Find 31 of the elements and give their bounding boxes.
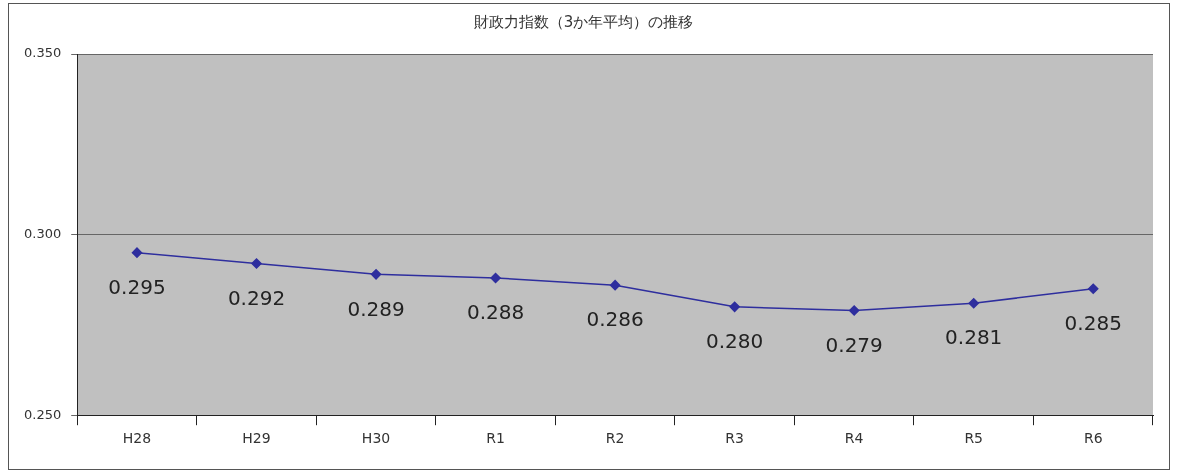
x-tick-label: H29	[242, 430, 271, 447]
y-tick-label: 0.300	[24, 225, 62, 241]
point	[968, 297, 979, 309]
x-tick-label: R2	[605, 430, 625, 447]
point	[131, 247, 143, 258]
x-tick-label: R3	[725, 430, 744, 447]
point	[729, 301, 740, 313]
x-tick-label: H28	[122, 430, 152, 447]
data-label: 0.289	[347, 296, 405, 321]
data-label: 0.280	[706, 329, 764, 354]
data-label: 0.295	[108, 274, 166, 299]
data-label: 0.292	[227, 285, 286, 310]
y-tick-label: 0.350	[24, 45, 62, 61]
data-label: 0.288	[466, 300, 525, 325]
y-tick-label: 0.250	[24, 406, 62, 422]
point	[609, 279, 621, 291]
point	[490, 272, 501, 284]
x-tick-label: H30	[361, 430, 391, 447]
data-label: 0.279	[825, 332, 883, 357]
x-tick-label: R6	[1083, 430, 1103, 447]
data-label: 0.286	[586, 307, 644, 332]
point	[848, 305, 860, 316]
data-label: 0.281	[945, 325, 1003, 350]
x-tick-label: R5	[964, 430, 984, 447]
x-tick-label: R1	[486, 430, 505, 447]
data-label: 0.285	[1064, 310, 1122, 335]
point	[1087, 283, 1099, 295]
x-tick-label: R4	[844, 430, 864, 447]
point	[370, 269, 382, 280]
point	[251, 258, 262, 269]
chart-title: 財政力指数（3か年平均）の推移	[473, 12, 694, 31]
